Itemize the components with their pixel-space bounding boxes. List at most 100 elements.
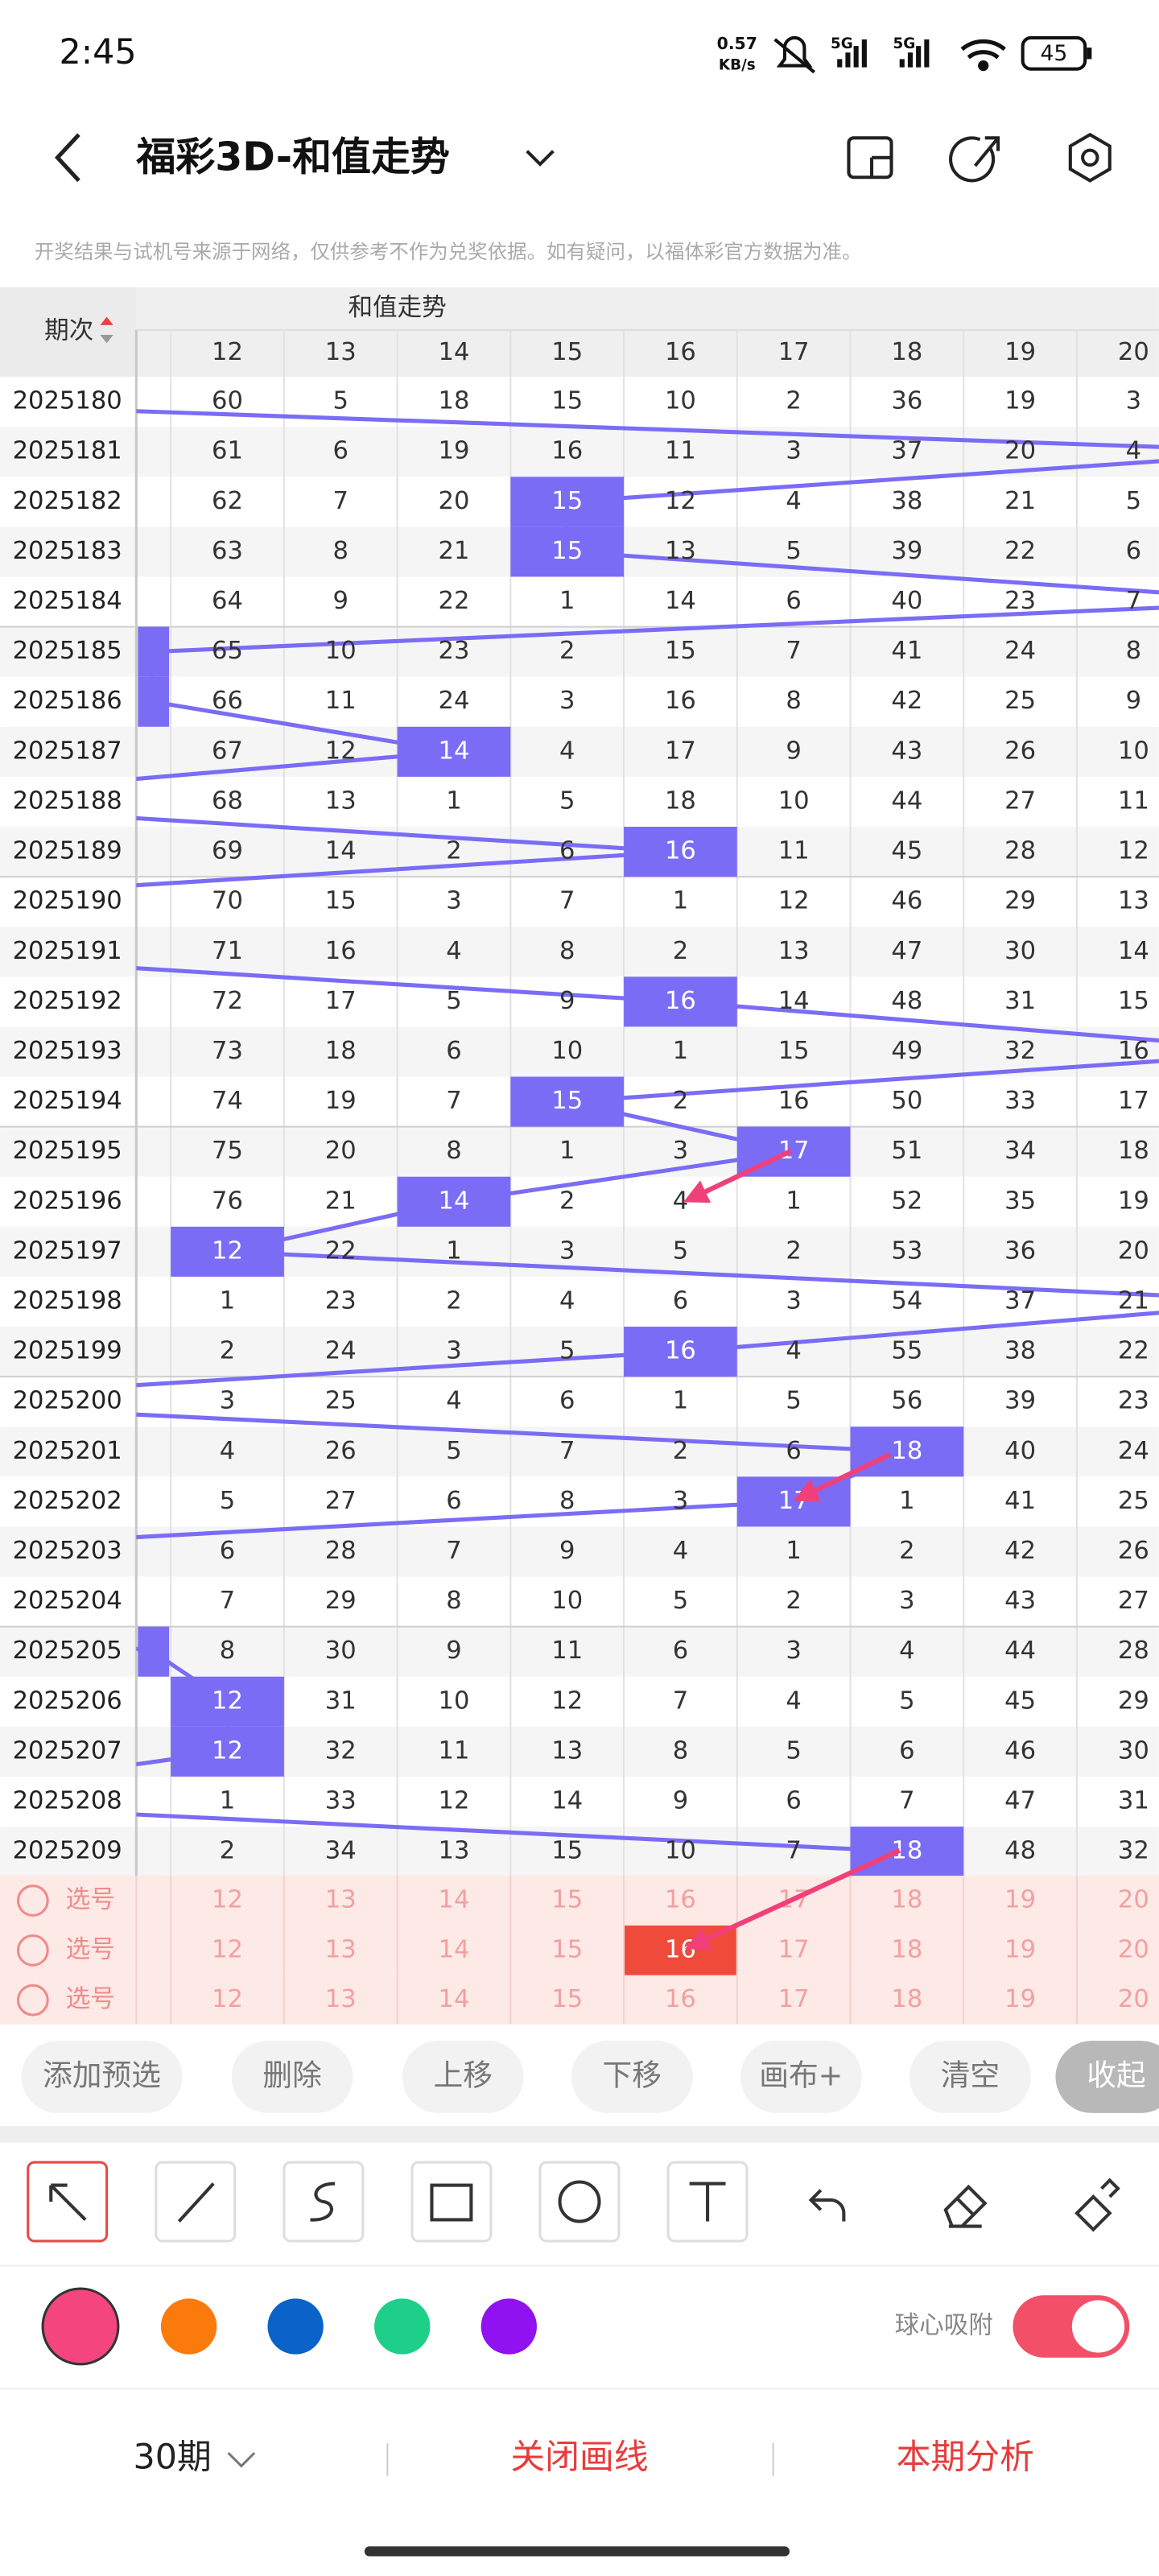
trend-line — [136, 849, 681, 888]
action-button[interactable] — [402, 2041, 524, 2113]
analysis[interactable]: 本期分析 — [897, 2438, 1034, 2478]
sort-up[interactable] — [100, 316, 113, 325]
toggle-knob[interactable] — [1071, 2300, 1125, 2353]
action-button[interactable] — [571, 2041, 693, 2113]
picker-radio[interactable] — [16, 1934, 49, 1967]
picker-number[interactable]: 12 — [212, 1985, 243, 2013]
picker-number[interactable]: 15 — [551, 1886, 583, 1914]
cell-value: 74 — [212, 1087, 243, 1115]
picker-number[interactable]: 12 — [212, 1886, 243, 1914]
picker-number[interactable]: 13 — [325, 1935, 357, 1963]
picker-number[interactable]: 17 — [778, 1935, 810, 1963]
color-swatch[interactable] — [41, 2287, 120, 2366]
period-select[interactable]: 30期 — [134, 2438, 212, 2478]
picker-number[interactable]: 16 — [665, 1886, 696, 1914]
picker-number[interactable]: 14 — [439, 1985, 470, 2013]
settings-button[interactable] — [1068, 132, 1112, 183]
cell-value: 37 — [891, 437, 922, 465]
picker-number[interactable]: 16 — [665, 1935, 696, 1963]
cell-value: 1 — [673, 1387, 688, 1415]
cell-value: 5 — [333, 387, 349, 415]
action-button[interactable] — [740, 2041, 862, 2113]
cell-value: 28 — [1004, 837, 1036, 865]
cell-value: 61 — [212, 437, 243, 465]
picker-number[interactable]: 18 — [891, 1886, 922, 1914]
picker: 选号 12 13 14 15 16 17 18 19 20 选号 12 13 14 15 16 17 18 19 20… — [0, 1876, 1159, 2025]
color-swatch[interactable] — [481, 2298, 537, 2355]
picker-number[interactable]: 13 — [325, 1985, 357, 2013]
picker-number[interactable]: 14 — [439, 1886, 470, 1914]
tool-text[interactable] — [666, 2161, 749, 2243]
picker-number[interactable]: 17 — [778, 1985, 810, 2013]
tool-arrow[interactable] — [27, 2161, 109, 2243]
cell-value: 22 — [1004, 537, 1036, 565]
tool-rect[interactable] — [410, 2161, 493, 2243]
picker-number[interactable]: 20 — [1118, 1935, 1149, 1963]
color-swatch[interactable] — [160, 2298, 217, 2355]
tool-circle[interactable] — [538, 2161, 621, 2243]
tool-eraser[interactable] — [943, 2184, 988, 2228]
color-swatch[interactable] — [267, 2298, 324, 2355]
picker-number[interactable]: 12 — [212, 1935, 243, 1963]
picker-number[interactable]: 16 — [665, 1985, 696, 2013]
close-lines[interactable]: 关闭画线 — [510, 2438, 648, 2478]
picker-number[interactable]: 18 — [891, 1935, 922, 1963]
color-swatch[interactable] — [374, 2298, 431, 2355]
back-button[interactable] — [54, 133, 80, 183]
cell-value: 19 — [1004, 387, 1036, 415]
action-label[interactable]: 画布+ — [759, 2058, 843, 2092]
hit-value: 14 — [439, 737, 470, 765]
cell-value: 8 — [333, 537, 349, 565]
picker-number[interactable]: 13 — [325, 1886, 357, 1914]
cell-value: 1 — [220, 1787, 235, 1815]
picker-number[interactable]: 19 — [1004, 1886, 1036, 1914]
cell-value: 17 — [325, 987, 357, 1015]
cell-value: 15 — [665, 637, 696, 665]
tool-curve[interactable] — [283, 2161, 365, 2243]
picker-number[interactable]: 15 — [551, 1985, 583, 2013]
picker-radio[interactable] — [16, 1885, 49, 1917]
action-label[interactable]: 清空 — [941, 2058, 1000, 2092]
cell-value: 18 — [1118, 1137, 1149, 1165]
picker-number[interactable]: 19 — [1004, 1935, 1036, 1963]
picker-number[interactable]: 15 — [551, 1935, 583, 1963]
action-label[interactable]: 添加预选 — [43, 2058, 161, 2092]
tool-line[interactable] — [155, 2161, 237, 2243]
action-button[interactable] — [21, 2041, 183, 2113]
picker-number[interactable]: 18 — [891, 1985, 922, 2013]
period: 2025200 — [13, 1387, 122, 1415]
action-button[interactable] — [1055, 2041, 1159, 2113]
tool-undo[interactable] — [808, 2189, 846, 2222]
tool-clear[interactable] — [1074, 2178, 1120, 2232]
icon — [558, 2180, 601, 2223]
cell-value: 4 — [899, 1637, 914, 1665]
action-label[interactable]: 删除 — [262, 2058, 321, 2092]
trend-line — [136, 409, 1159, 449]
action-label[interactable]: 收起 — [1087, 2058, 1145, 2092]
action-button[interactable] — [909, 2041, 1031, 2113]
action-label[interactable]: 上移 — [433, 2058, 492, 2092]
signal-bars — [899, 39, 930, 68]
cell-value: 2 — [220, 1337, 235, 1365]
cell-value: 5 — [559, 786, 575, 815]
picker-number[interactable]: 14 — [439, 1935, 470, 1963]
picker-number[interactable]: 20 — [1118, 1985, 1149, 2013]
period-dropdown[interactable] — [227, 2451, 256, 2468]
action-label[interactable]: 下移 — [603, 2058, 662, 2092]
hit-cell — [624, 976, 737, 1027]
picker-number[interactable]: 20 — [1118, 1886, 1149, 1914]
action-button[interactable] — [231, 2041, 353, 2113]
table-peek — [0, 2126, 1159, 2143]
snap-toggle[interactable] — [1013, 2295, 1130, 2358]
title-dropdown[interactable] — [526, 150, 555, 167]
trend-line — [136, 1812, 908, 1854]
layout-button[interactable] — [847, 136, 893, 180]
cell-value: 2 — [559, 637, 575, 665]
cell-value: 5 — [1126, 487, 1141, 515]
picker-number[interactable]: 19 — [1004, 1985, 1036, 2013]
picker-radio[interactable] — [16, 1984, 49, 2017]
sort-down[interactable] — [100, 335, 113, 344]
cell-value: 63 — [212, 537, 243, 565]
cell-value: 3 — [673, 1487, 688, 1515]
share-button[interactable] — [949, 136, 1000, 183]
